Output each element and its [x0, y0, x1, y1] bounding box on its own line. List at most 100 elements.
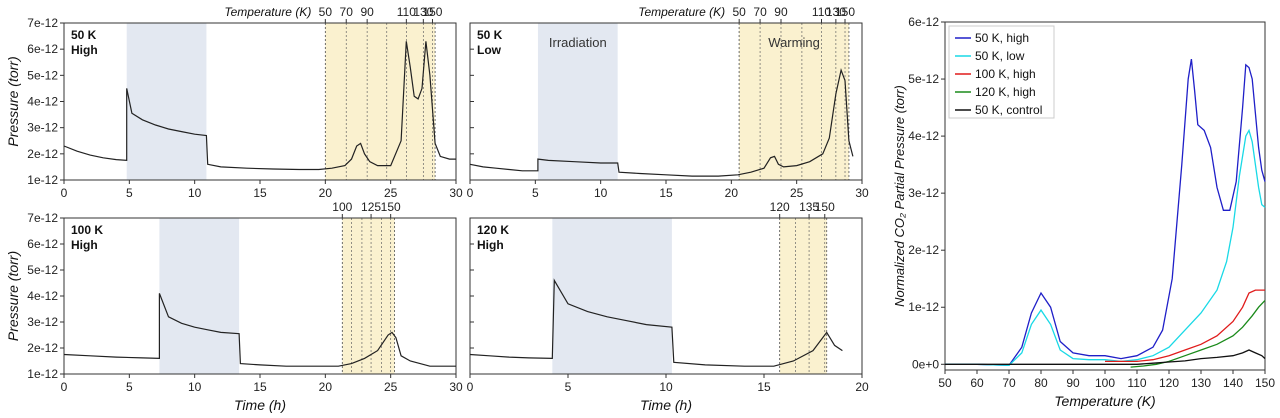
y-tick-label: 6e-12 — [27, 237, 58, 251]
x-tick-label: 30 — [449, 380, 463, 394]
panel-label-temp: 50 K — [71, 28, 97, 42]
x-tick-label: 80 — [1034, 376, 1048, 390]
y-tick-label: 5e-12 — [27, 263, 58, 277]
x-tick-label: 15 — [659, 186, 673, 200]
series-line-1 — [469, 67, 854, 177]
top-tick-label: 120 — [770, 200, 790, 214]
top-tick-label: 150 — [815, 200, 835, 214]
irradiation-region — [537, 23, 618, 180]
top-tick-label: 50 — [319, 5, 333, 19]
y-tick-label: 1e-12 — [27, 173, 58, 187]
series-line-50-k-high — [945, 58, 1266, 367]
x-axis-title: Time (h) — [234, 397, 286, 413]
x-tick-label: 140 — [1223, 376, 1243, 390]
top-tick-label: 110 — [812, 5, 831, 19]
y-tick-label: 6e-12 — [908, 15, 939, 29]
x-tick-label: 5 — [532, 186, 539, 200]
y-tick-label: 0e+0 — [912, 357, 939, 371]
x-tick-label: 30 — [855, 186, 869, 200]
x-tick-label: 20 — [319, 186, 333, 200]
panel-label-flux: Low — [477, 43, 502, 57]
y-tick-label: 4e-12 — [27, 289, 58, 303]
x-tick-label: 10 — [188, 186, 202, 200]
x-tick-label: 20 — [319, 380, 333, 394]
panel-label-temp: 100 K — [71, 223, 103, 237]
x-tick-label: 30 — [449, 186, 463, 200]
series-line-1 — [63, 293, 456, 367]
y-tick-label: 4e-12 — [27, 95, 58, 109]
chart-panel-3: 0 5 10 15 20 25 30 1e-12 2e-12 3e-12 4e-12 5e-12 6e-… — [5, 200, 463, 413]
x-tick-label: 25 — [384, 380, 398, 394]
y-tick-label: 1e-12 — [27, 367, 58, 381]
chart-panel-1: 0 5 10 15 20 25 30 1e-12 2e-12 3e-12 4e-12 5e-12 6e-… — [5, 5, 463, 200]
x-tick-label: 15 — [253, 186, 267, 200]
x-tick-label: 110 — [1127, 376, 1146, 390]
irradiation-region — [552, 218, 672, 374]
panel-label-flux: High — [71, 43, 98, 57]
x-tick-label: 25 — [790, 186, 804, 200]
x-tick-label: 0 — [467, 380, 474, 394]
x-tick-label: 15 — [757, 380, 771, 394]
y-tick-label: 7e-12 — [27, 211, 58, 225]
top-axis-title: Temperature (K) — [224, 5, 311, 19]
x-tick-label: 120 — [1159, 376, 1179, 390]
x-tick-label: 150 — [1255, 376, 1275, 390]
x-tick-label: 0 — [61, 186, 68, 200]
plot-frame — [63, 217, 457, 375]
y-tick-label: 3e-12 — [27, 315, 58, 329]
panel-label-flux: High — [477, 238, 504, 252]
x-tick-label: 10 — [659, 380, 673, 394]
legend-entry: 50 K, low — [975, 49, 1025, 63]
top-axis-title: Temperature (K) — [638, 5, 725, 19]
top-tick-label: 150 — [381, 200, 401, 214]
top-tick-label: 90 — [360, 5, 374, 19]
irradiation-region — [159, 218, 240, 374]
series-line-50-k-low — [945, 128, 1266, 367]
warming-region — [739, 23, 849, 180]
x-tick-label: 130 — [1191, 376, 1211, 390]
x-tick-label: 60 — [970, 376, 984, 390]
warming-region — [325, 23, 436, 180]
top-tick-label: 50 — [732, 5, 746, 19]
top-tick-label: 135 — [799, 200, 819, 214]
x-tick-label: 10 — [188, 380, 202, 394]
series-line-100-k-high — [1105, 289, 1265, 363]
panel-label-flux: High — [71, 238, 98, 252]
x-tick-label: 5 — [565, 380, 572, 394]
x-tick-label: 0 — [61, 380, 68, 394]
legend-entry: 120 K, high — [975, 85, 1036, 99]
legend-entry: 100 K, high — [975, 67, 1036, 81]
panel-label-temp: 120 K — [477, 223, 509, 237]
y-axis-title: Pressure (torr) — [5, 56, 21, 146]
y-tick-label: 2e-12 — [27, 147, 58, 161]
x-tick-label: 10 — [594, 186, 608, 200]
panel-label-temp: 50 K — [477, 28, 503, 42]
top-tick-label: 70 — [340, 5, 354, 19]
x-tick-label: 0 — [467, 186, 474, 200]
x-tick-label: 100 — [1095, 376, 1115, 390]
irradiation-region — [126, 23, 207, 180]
x-tick-label: 5 — [126, 380, 133, 394]
x-tick-label: 50 — [938, 376, 952, 390]
x-axis-title: Temperature (K) — [1054, 393, 1155, 409]
y-tick-label: 3e-12 — [27, 121, 58, 135]
x-tick-label: 5 — [126, 186, 133, 200]
top-tick-label: 125 — [361, 200, 381, 214]
x-tick-label: 70 — [1002, 376, 1016, 390]
y-tick-label: 2e-12 — [908, 243, 939, 257]
top-tick-label: 100 — [332, 200, 352, 214]
y-tick-label: 5e-12 — [908, 72, 939, 86]
y-axis-title: Normalized CO₂ Partial Pressure (torr) — [892, 85, 907, 307]
top-tick-label: 90 — [774, 5, 788, 19]
x-axis-title: Time (h) — [640, 397, 692, 413]
y-tick-label: 6e-12 — [27, 42, 58, 56]
y-tick-label: 7e-12 — [27, 16, 58, 30]
top-tick-label: 150 — [422, 5, 442, 19]
y-tick-label: 1e-12 — [908, 300, 939, 314]
top-tick-label: 150 — [835, 5, 855, 19]
y-tick-label: 4e-12 — [908, 129, 939, 143]
top-tick-label: 70 — [753, 5, 767, 19]
series-line-120-k-high — [1130, 299, 1266, 368]
